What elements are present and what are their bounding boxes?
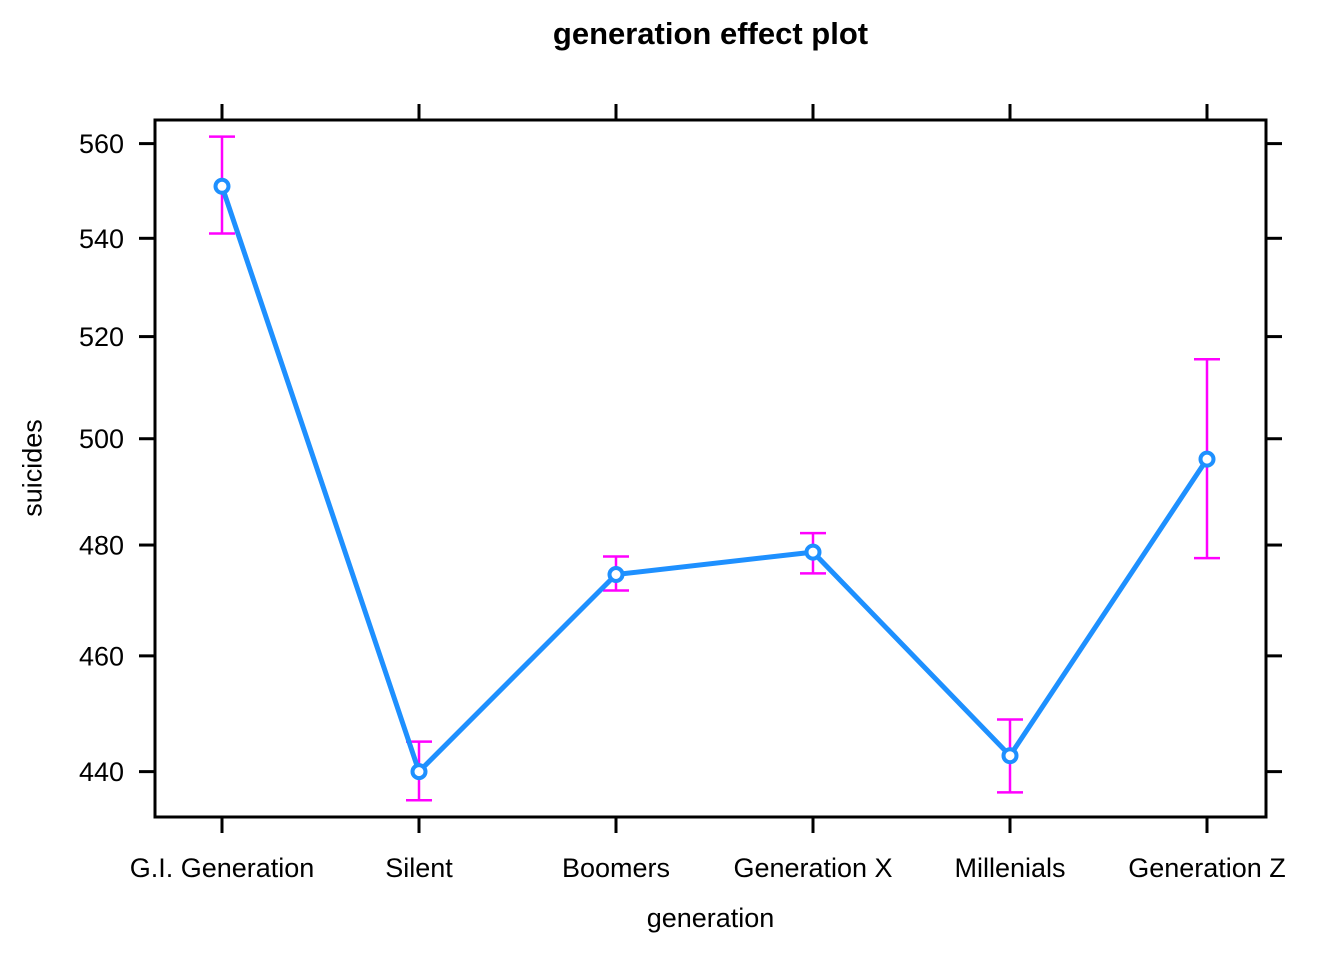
plot-box [153,118,1268,819]
chart-title: generation effect plot [552,16,869,51]
x-tick-label: Silent [385,853,453,883]
x-tick-label: Millenials [954,853,1065,883]
x-tick-label: G.I. Generation [130,853,315,883]
y-tick-label: 500 [79,424,124,454]
y-tick-label: 560 [79,129,124,159]
y-tick-label: 480 [79,530,124,560]
y-axis-title: suicides [17,419,48,517]
data-point [213,177,231,195]
x-axis-title: generation [646,903,775,933]
y-tick-label: 520 [79,322,124,352]
x-tick-label: Generation Z [1128,853,1286,883]
y-tick-label: 460 [79,641,124,671]
series-line [219,183,1210,775]
data-point [804,543,822,561]
data-point [410,763,428,781]
y-tick-label: 440 [79,757,124,787]
data-point [1001,747,1019,765]
x-tick-label: Generation X [733,853,892,883]
x-tick-label: Boomers [562,853,670,883]
data-point [607,566,625,583]
data-point [1198,450,1216,468]
y-tick-label: 540 [79,224,124,254]
